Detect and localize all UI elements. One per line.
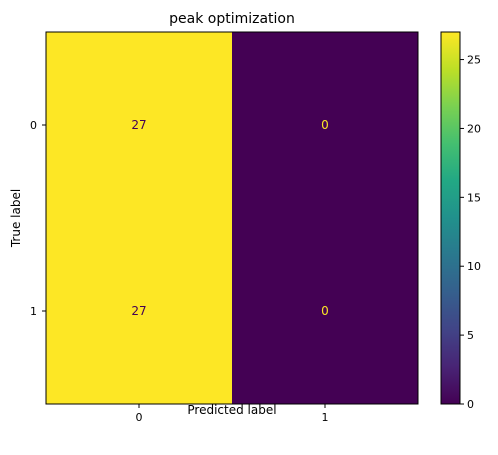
colorbar [440,31,461,405]
colorbar-tick-label: 20 [467,122,481,135]
chart-title: peak optimization [169,11,295,27]
colorbar-tick-label: 10 [467,260,481,273]
colorbar-tick-label: 0 [467,398,474,411]
colorbar-tick-label: 15 [467,191,481,204]
heatmap-cell-0-0 [46,32,232,218]
heatmap-cell-1-1 [232,218,418,404]
colorbar-tick-label: 25 [467,54,481,67]
heatmap-cell-1-0 [46,218,232,404]
x-tick-label: 1 [322,411,329,424]
plot-frame [45,31,419,405]
y-axis-label: True label [9,189,23,248]
cell-value-label: 27 [131,118,146,132]
heatmap-cell-0-1 [232,32,418,218]
cell-value-label: 0 [321,118,329,132]
x-tick-label: 0 [136,411,143,424]
cell-value-label: 0 [321,304,329,318]
colorbar-tick-label: 5 [467,329,474,342]
y-tick-label: 0 [30,119,37,132]
x-axis-label: Predicted label [187,403,276,417]
cell-value-label: 27 [131,304,146,318]
y-tick-label: 1 [30,305,37,318]
